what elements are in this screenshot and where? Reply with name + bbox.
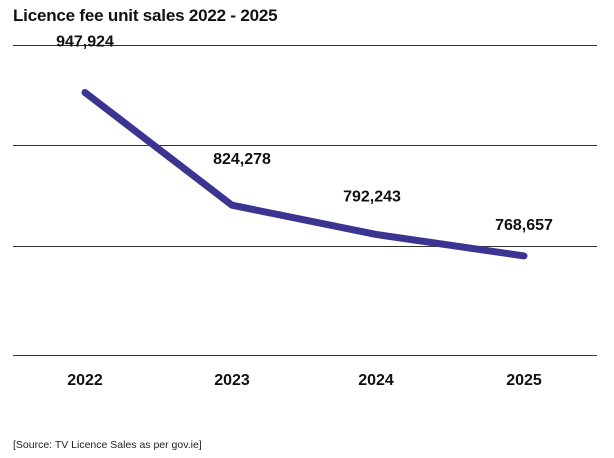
x-tick-2024: 2024 bbox=[358, 372, 394, 389]
series-group bbox=[81, 88, 528, 260]
chart-title: Licence fee unit sales 2022 - 2025 bbox=[13, 6, 278, 25]
x-tick-2023: 2023 bbox=[214, 372, 250, 389]
data-label-2024: 792,243 bbox=[343, 188, 401, 205]
series-line bbox=[81, 88, 528, 260]
x-axis-ticks: 2022 2023 2024 2025 bbox=[67, 372, 542, 389]
data-label-2022: 947,924 bbox=[56, 33, 114, 50]
data-label-2025: 768,657 bbox=[495, 217, 553, 234]
x-tick-2022: 2022 bbox=[67, 372, 103, 389]
gridlines bbox=[13, 45, 597, 356]
data-label-2023: 824,278 bbox=[213, 151, 271, 168]
x-tick-2025: 2025 bbox=[506, 372, 542, 389]
data-labels: 947,924 824,278 792,243 768,657 bbox=[56, 33, 553, 233]
source-note: [Source: TV Licence Sales as per gov.ie] bbox=[13, 439, 202, 451]
